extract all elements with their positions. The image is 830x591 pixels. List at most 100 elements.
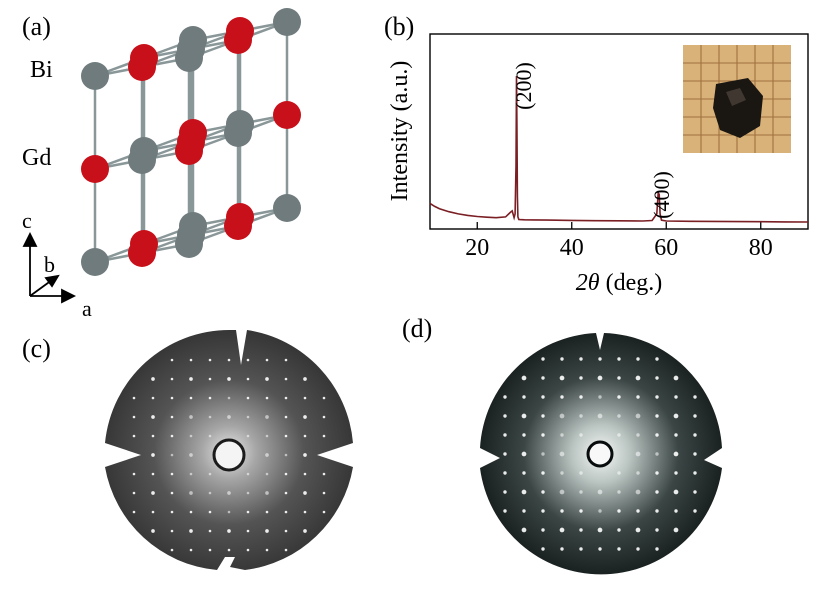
- laue-spot: [655, 528, 659, 532]
- laue-spot: [170, 472, 174, 476]
- laue-spot: [246, 491, 250, 495]
- laue-spot: [617, 528, 621, 532]
- laue-spot: [560, 433, 564, 437]
- laue-spot: [655, 357, 659, 361]
- laue-spot: [208, 510, 212, 514]
- laue-spot: [693, 433, 697, 437]
- laue-spot: [579, 414, 583, 418]
- laue-spot: [636, 395, 640, 399]
- laue-spot: [189, 415, 193, 419]
- bi-label: Bi: [30, 57, 53, 83]
- laue-spot: [170, 358, 174, 362]
- laue-spot: [284, 472, 288, 476]
- gd-atom: [273, 101, 301, 129]
- laue-spot: [227, 548, 231, 552]
- laue-spot: [284, 396, 288, 400]
- laue-spot: [635, 489, 641, 495]
- laue-spot: [284, 358, 288, 362]
- laue-spot: [227, 358, 231, 362]
- laue-spot: [617, 433, 621, 437]
- laue-spot: [597, 413, 603, 419]
- laue-spot: [132, 472, 136, 476]
- laue-spot: [521, 413, 527, 419]
- laue-spot: [541, 395, 545, 399]
- laue-spot: [246, 377, 250, 381]
- gd-atom: [224, 212, 252, 240]
- laue-spot: [693, 452, 697, 456]
- panel-b-label: (b): [384, 12, 415, 41]
- laue-spot: [303, 491, 307, 495]
- laue-spot: [560, 509, 564, 513]
- laue-spot: [635, 375, 641, 381]
- laue-spot: [151, 472, 155, 476]
- laue-spot: [655, 490, 659, 494]
- laue-spot: [284, 415, 288, 419]
- laue-spot: [303, 396, 307, 400]
- laue-spot: [503, 452, 507, 456]
- crystal-structure: [22, 8, 301, 304]
- bi-atom: [273, 194, 301, 222]
- laue-spot: [303, 510, 307, 514]
- laue-spot: [617, 509, 621, 513]
- laue-spot: [522, 509, 526, 513]
- gd-atom: [128, 239, 156, 267]
- laue-spot: [322, 510, 326, 514]
- laue-spot: [189, 377, 193, 381]
- peak-annotation: (400): [649, 171, 674, 219]
- laue-spot: [246, 358, 250, 362]
- laue-spot: [322, 472, 326, 476]
- laue-spot: [246, 510, 250, 514]
- laue-spot: [151, 377, 155, 381]
- laue-spot: [189, 358, 193, 362]
- laue-spot: [132, 510, 136, 514]
- laue-spot: [579, 509, 583, 513]
- laue-spot: [284, 453, 288, 457]
- laue-spot: [227, 510, 231, 514]
- laue-spot: [189, 396, 193, 400]
- laue-spot: [693, 490, 697, 494]
- axis-c-label: c: [22, 208, 32, 233]
- laue-spot: [693, 471, 697, 475]
- laue-spot: [559, 451, 565, 457]
- xrd-series-line: [429, 75, 809, 223]
- laue-spot: [322, 491, 326, 495]
- laue-spot: [246, 396, 250, 400]
- laue-spot: [693, 509, 697, 513]
- laue-spot: [579, 471, 583, 475]
- peak-annotation: (200): [511, 62, 536, 110]
- laue-spot: [617, 357, 621, 361]
- laue-spot: [617, 471, 621, 475]
- bi-atom: [175, 230, 203, 258]
- laue-spot: [636, 547, 640, 551]
- laue-spot: [151, 415, 155, 419]
- laue-spot: [170, 377, 174, 381]
- laue-spot: [227, 529, 231, 533]
- laue-spot: [208, 491, 212, 495]
- laue-spot: [170, 415, 174, 419]
- laue-spot: [189, 491, 193, 495]
- laue-spot: [284, 377, 288, 381]
- gd-atom: [81, 155, 109, 183]
- laue-spot: [246, 434, 250, 438]
- laue-spot: [559, 413, 565, 419]
- laue-spot: [303, 472, 307, 476]
- x-tick-label: 20: [465, 235, 489, 261]
- laue-spot: [227, 415, 231, 419]
- laue-spot: [189, 434, 193, 438]
- laue-spot: [265, 510, 269, 514]
- laue-spot: [541, 471, 545, 475]
- laue-spot: [635, 413, 641, 419]
- laue-spot: [151, 529, 155, 533]
- bi-atom: [81, 248, 109, 276]
- laue-spot: [560, 357, 564, 361]
- laue-spot: [655, 547, 659, 551]
- laue-spot: [284, 510, 288, 514]
- laue-spot: [265, 377, 269, 381]
- crystal-photo-inset: [683, 45, 791, 153]
- laue-spot: [635, 451, 641, 457]
- laue-spot: [322, 415, 326, 419]
- laue-spot: [322, 396, 326, 400]
- laue-spot: [132, 453, 136, 457]
- laue-spot: [303, 453, 307, 457]
- laue-spot: [284, 548, 288, 552]
